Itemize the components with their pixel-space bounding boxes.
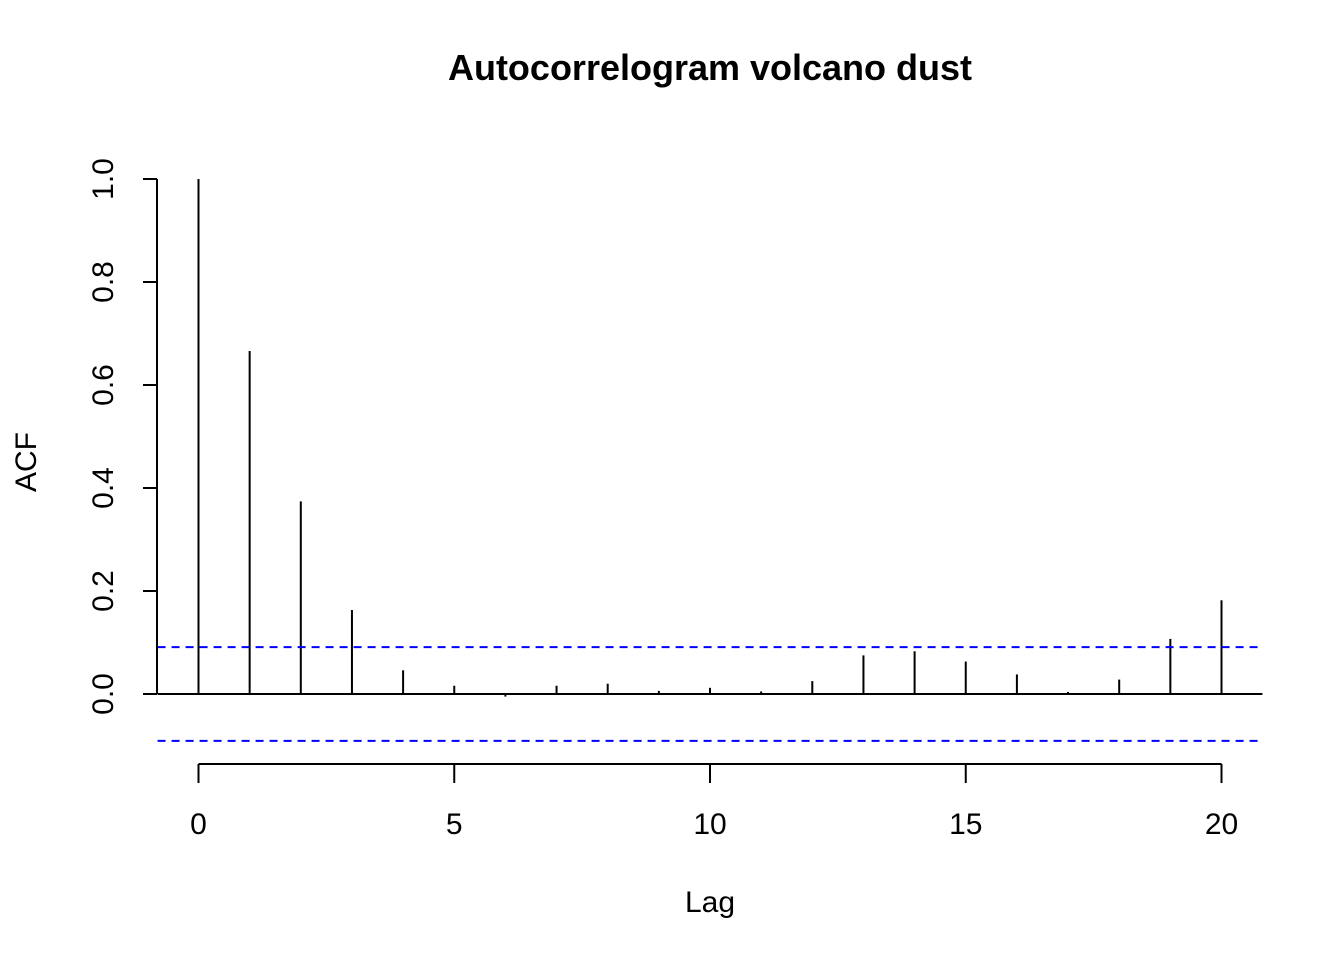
chart-title: Autocorrelogram volcano dust — [448, 47, 972, 88]
confidence-bounds — [157, 646, 1263, 742]
x-axis: 0 5 10 15 20 — [190, 763, 1238, 841]
y-axis-label: ACF — [10, 432, 43, 492]
y-tick-label: 0.8 — [87, 261, 120, 303]
y-tick-label: 0.4 — [87, 467, 120, 509]
y-tick-label: 0.0 — [87, 673, 120, 715]
x-tick-label: 20 — [1205, 808, 1238, 841]
x-tick-label: 10 — [693, 808, 726, 841]
x-tick-label: 15 — [949, 808, 982, 841]
x-tick-label: 0 — [190, 808, 207, 841]
y-tick-label: 1.0 — [87, 158, 120, 200]
acf-bars — [157, 179, 1263, 697]
x-axis-label: Lag — [685, 886, 735, 919]
y-tick-label: 0.6 — [87, 364, 120, 406]
y-tick-label: 0.2 — [87, 570, 120, 612]
y-axis: 0.0 0.2 0.4 0.6 0.8 1.0 — [87, 158, 158, 715]
x-tick-label: 5 — [446, 808, 463, 841]
